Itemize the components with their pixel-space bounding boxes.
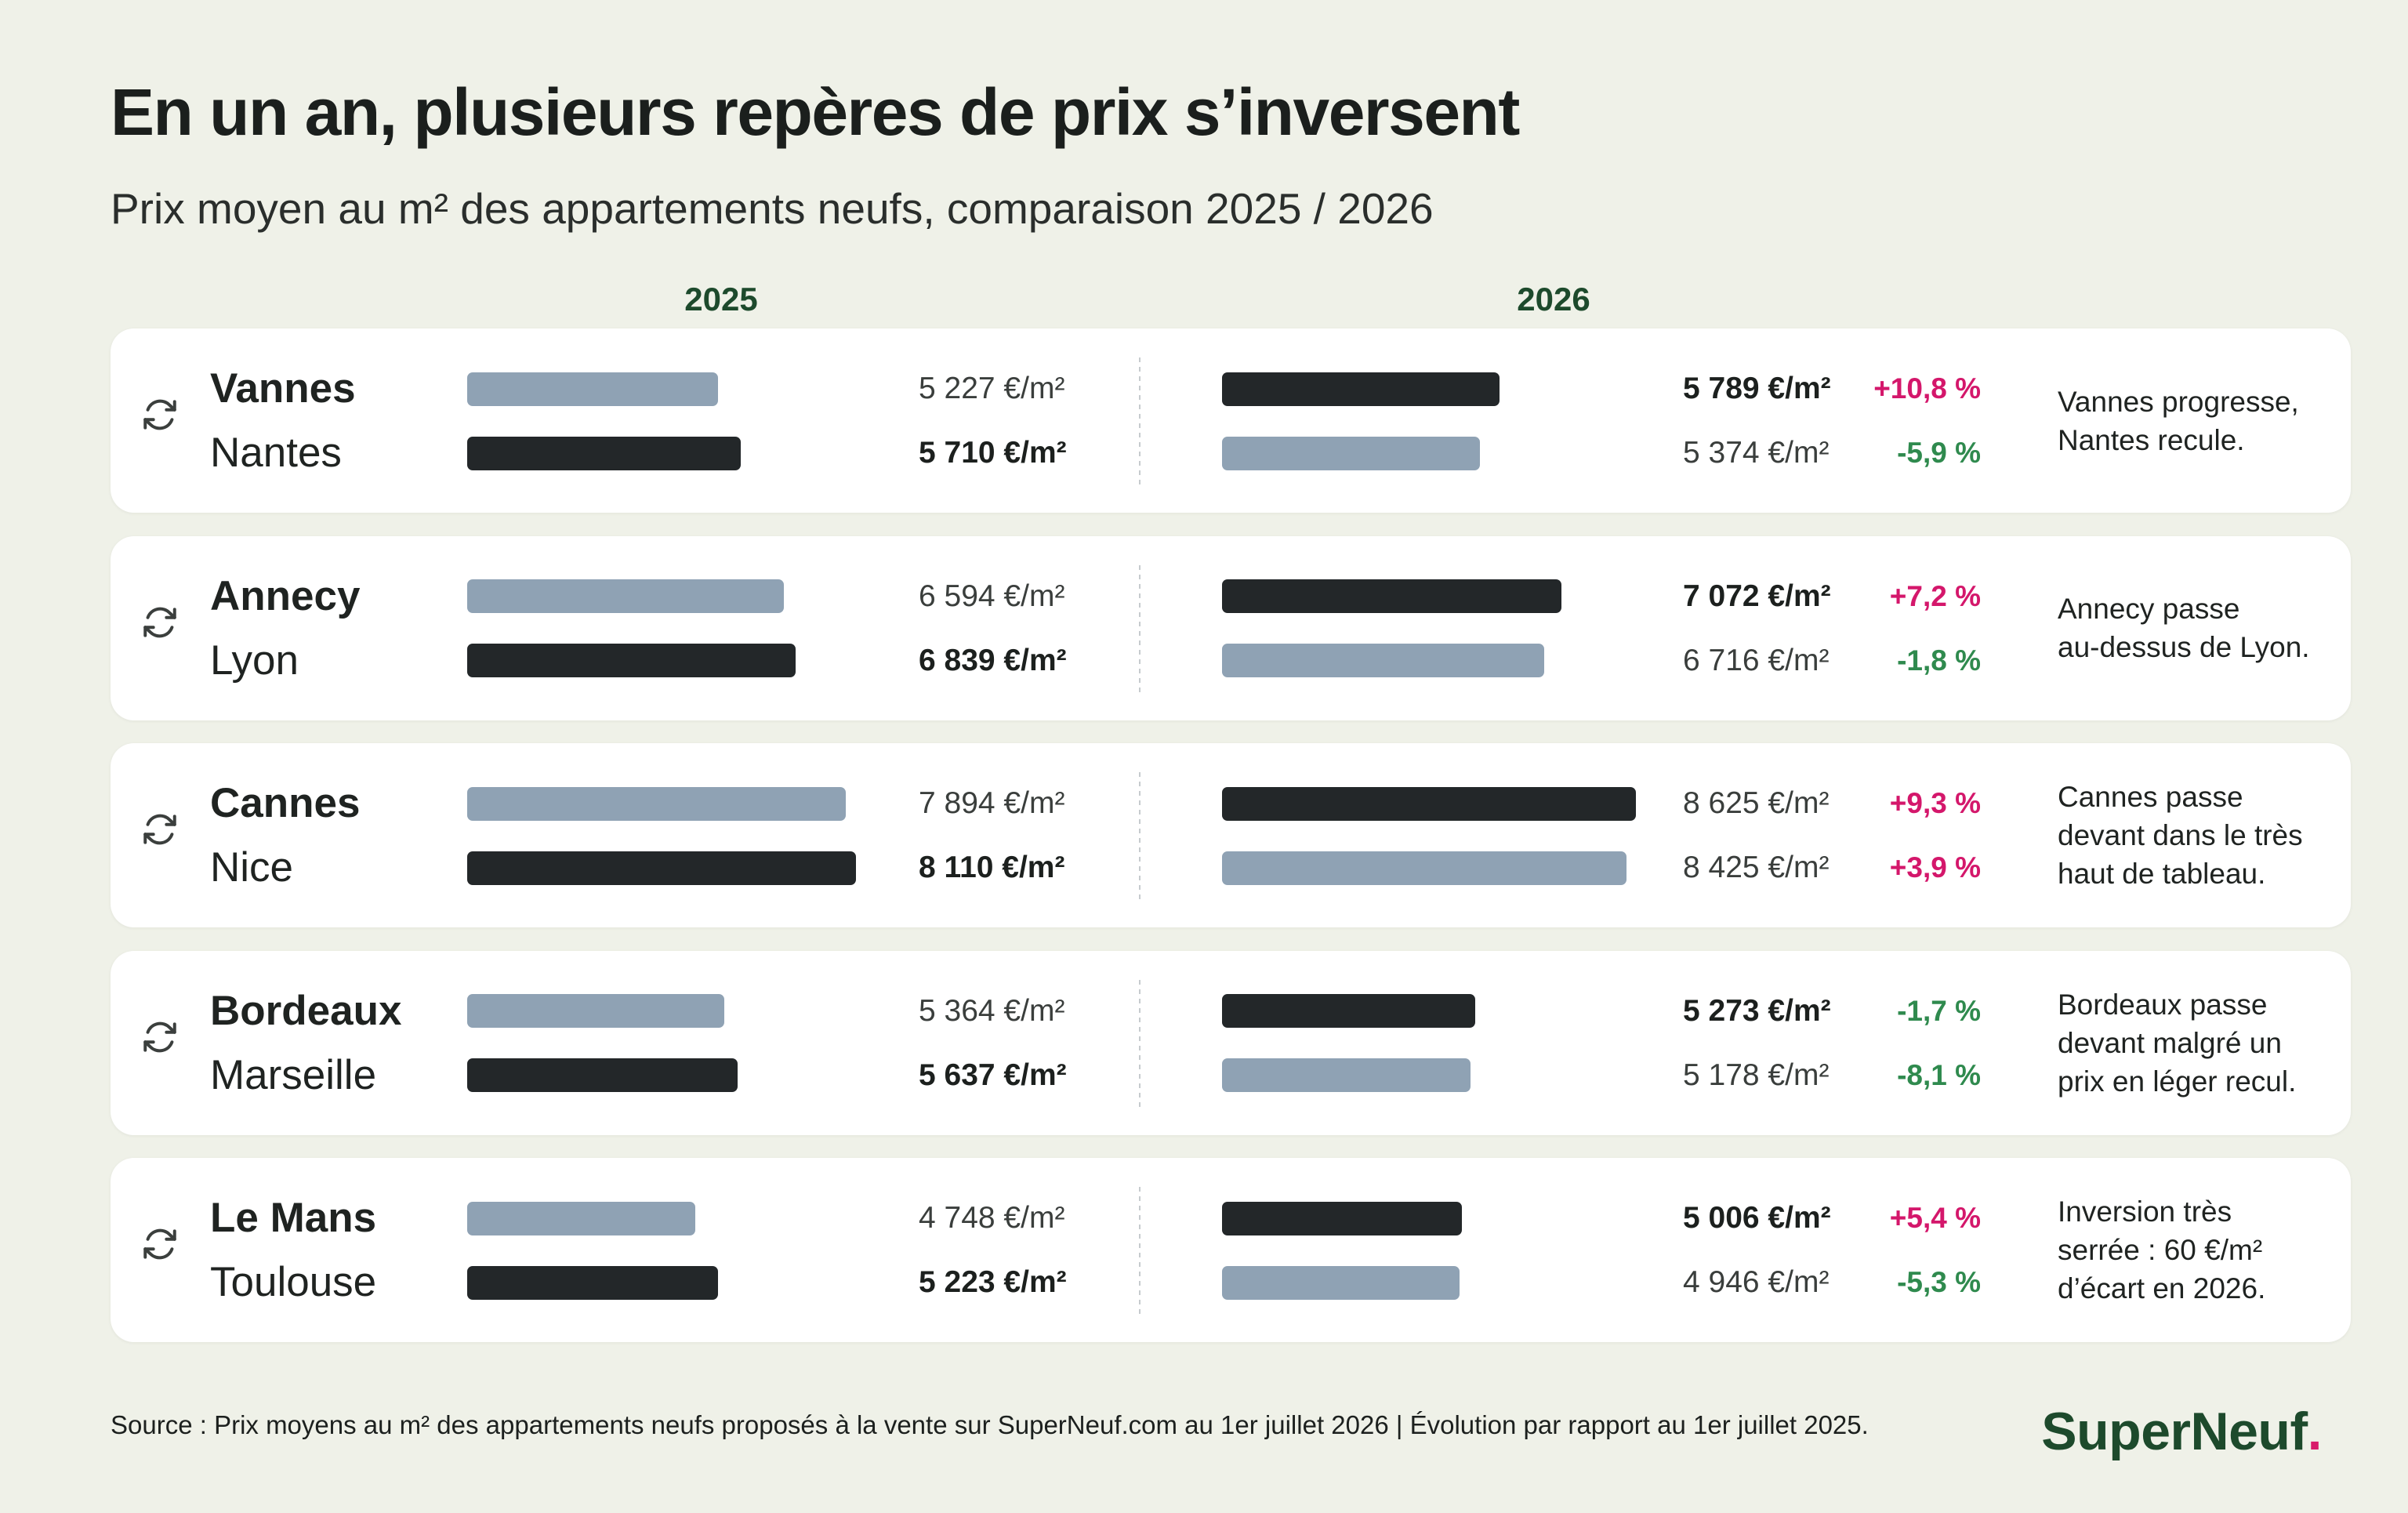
- value-label-2026-lyon: 6 716 €/m²: [1683, 643, 1830, 677]
- comparison-card: Le Mans 4 748 €/m² 5 006 €/m² +5,4 % Toulous…: [111, 1158, 2351, 1342]
- note-text: Bordeaux passe devant malgré un prix en …: [2058, 988, 2297, 1098]
- value-label-2025-nantes: 5 710 €/m²: [919, 436, 1067, 470]
- logo-wordmark: SuperNeuf: [2041, 1402, 2308, 1461]
- bar-2025-vannes: [467, 372, 718, 406]
- change-label-cannes: +9,3 %: [1889, 787, 1981, 819]
- card-note: Annecy passe au-dessus de Lyon.: [2058, 536, 2340, 720]
- bar-2025-cannes: [467, 786, 847, 821]
- bar-2026-bordeaux: [1222, 994, 1475, 1028]
- refresh-icon: [140, 810, 180, 849]
- value-label-2025-marseille: 5 637 €/m²: [919, 1058, 1067, 1092]
- city-name-cannes: Cannes: [210, 780, 361, 826]
- value-label-2025-nice: 8 110 €/m²: [919, 851, 1065, 884]
- card-note: Cannes passe devant dans le très haut de…: [2058, 743, 2340, 927]
- change-label-lyon: -1,8 %: [1897, 644, 1981, 677]
- value-label-2026-nantes: 5 374 €/m²: [1683, 436, 1830, 470]
- city-name-annecy: Annecy: [210, 572, 361, 619]
- value-label-2025-vannes: 5 227 €/m²: [919, 372, 1065, 405]
- card-note: Vannes progresse, Nantes recule.: [2058, 328, 2340, 513]
- value-label-2025-bordeaux: 5 364 €/m²: [919, 993, 1065, 1028]
- period-divider: [1139, 772, 1141, 902]
- value-label-2026-vannes: 5 789 €/m²: [1683, 372, 1831, 405]
- bar-2025-lyon: [467, 644, 796, 677]
- refresh-icon: [140, 1018, 180, 1057]
- city-name-toulouse: Toulouse: [210, 1259, 377, 1305]
- city-name-vannes: Vannes: [210, 365, 356, 412]
- comparison-card: Bordeaux 5 364 €/m² 5 273 €/m² -1,7 % Marsei…: [111, 950, 2351, 1135]
- comparison-card: Vannes 5 227 €/m² 5 789 €/m² +10,8 % Nantes 5…: [111, 328, 2351, 513]
- card-note: Inversion très serrée : 60 €/m² d’écart …: [2058, 1158, 2340, 1342]
- value-label-2026-nice: 8 425 €/m²: [1683, 851, 1830, 884]
- city-name-nice: Nice: [210, 844, 294, 891]
- change-label-nantes: -5,9 %: [1897, 437, 1981, 469]
- change-label-nice: +3,9 %: [1889, 851, 1981, 883]
- bar-2026-toulouse: [1222, 1265, 1460, 1300]
- period-divider: [1139, 564, 1141, 695]
- note-text: Cannes passe devant dans le très haut de…: [2058, 781, 2303, 890]
- comparison-card: Annecy 6 594 €/m² 7 072 €/m² +7,2 % Lyon 6 83…: [111, 535, 2351, 720]
- comparison-card: Cannes 7 894 €/m² 8 625 €/m² +9,3 % Nice 8 11…: [111, 743, 2351, 927]
- bar-2026-lyon: [1222, 644, 1545, 677]
- note-text: Inversion très serrée : 60 €/m² d’écart …: [2058, 1196, 2266, 1304]
- bar-2026-nantes: [1222, 436, 1480, 470]
- city-name-lyon: Lyon: [210, 637, 299, 684]
- bar-2025-le-mans: [467, 1201, 695, 1235]
- period-divider: [1139, 979, 1141, 1109]
- refresh-icon: [140, 603, 180, 642]
- bar-2025-toulouse: [467, 1265, 718, 1300]
- period-divider: [1139, 1187, 1141, 1316]
- bar-2026-marseille: [1222, 1058, 1471, 1092]
- bar-2026-cannes: [1222, 786, 1636, 821]
- change-label-toulouse: -5,3 %: [1897, 1266, 1981, 1298]
- city-name-bordeaux: Bordeaux: [210, 987, 402, 1034]
- bar-2025-nantes: [467, 436, 742, 470]
- refresh-icon: [140, 1225, 180, 1264]
- note-text: Annecy passe au-dessus de Lyon.: [2058, 593, 2310, 663]
- value-label-2026-marseille: 5 178 €/m²: [1683, 1058, 1830, 1092]
- city-name-le-mans: Le Mans: [210, 1195, 377, 1241]
- bar-2026-nice: [1222, 851, 1626, 885]
- brand-logo: SuperNeuf.: [2041, 1404, 2322, 1459]
- bar-2026-vannes: [1222, 372, 1500, 406]
- value-label-2026-bordeaux: 5 273 €/m²: [1683, 993, 1831, 1028]
- bar-2025-annecy: [467, 579, 784, 613]
- change-label-bordeaux: -1,7 %: [1897, 994, 1981, 1027]
- bar-2026-annecy: [1222, 579, 1561, 613]
- city-name-marseille: Marseille: [210, 1051, 377, 1098]
- refresh-icon: [140, 395, 180, 434]
- source-note: Source : Prix moyens au m² des apparteme…: [111, 1410, 1869, 1439]
- value-label-2026-le-mans: 5 006 €/m²: [1683, 1201, 1831, 1235]
- period-header-2026: 2026: [1517, 281, 1590, 317]
- bar-2025-nice: [467, 851, 857, 885]
- chart-title: En un an, plusieurs repères de prix s’in…: [111, 75, 1520, 149]
- value-label-2025-toulouse: 5 223 €/m²: [919, 1265, 1067, 1299]
- value-label-2025-lyon: 6 839 €/m²: [919, 643, 1067, 677]
- bar-2025-bordeaux: [467, 994, 725, 1028]
- value-label-2025-cannes: 7 894 €/m²: [919, 786, 1065, 820]
- period-header-2025: 2025: [684, 281, 758, 317]
- change-label-le-mans: +5,4 %: [1889, 1202, 1981, 1234]
- note-text: Vannes progresse, Nantes recule.: [2058, 385, 2299, 456]
- change-label-marseille: -8,1 %: [1897, 1058, 1981, 1091]
- period-divider: [1139, 357, 1141, 487]
- logo-dot: .: [2307, 1402, 2323, 1461]
- value-label-2026-toulouse: 4 946 €/m²: [1683, 1265, 1830, 1299]
- change-label-annecy: +7,2 %: [1889, 579, 1981, 612]
- city-name-nantes: Nantes: [210, 430, 342, 476]
- value-label-2025-annecy: 6 594 €/m²: [919, 579, 1065, 613]
- change-label-vannes: +10,8 %: [1873, 372, 1981, 405]
- value-label-2026-cannes: 8 625 €/m²: [1683, 786, 1830, 820]
- value-label-2026-annecy: 7 072 €/m²: [1683, 579, 1831, 613]
- card-note: Bordeaux passe devant malgré un prix en …: [2058, 951, 2340, 1135]
- value-label-2025-le-mans: 4 748 €/m²: [919, 1201, 1065, 1235]
- bar-2025-marseille: [467, 1058, 738, 1092]
- bar-2026-le-mans: [1222, 1201, 1463, 1235]
- chart-subtitle: Prix moyen au m² des appartements neufs,…: [111, 184, 1434, 233]
